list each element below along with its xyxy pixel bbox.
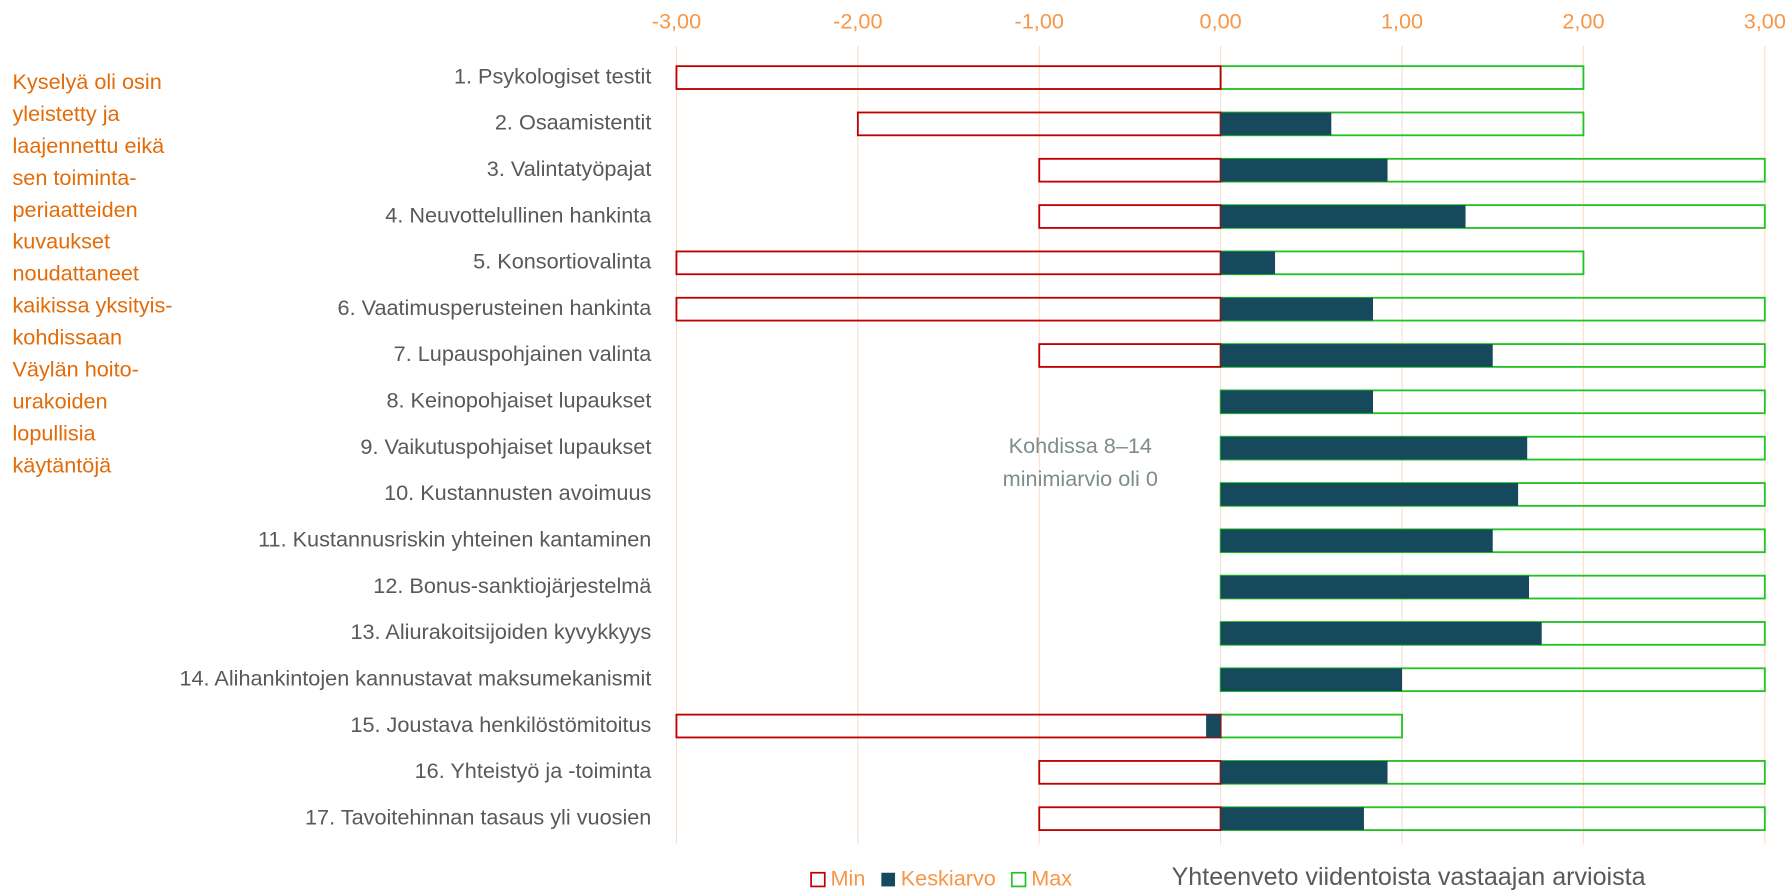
y-tick-label: 5. Konsortiovalinta	[473, 249, 652, 274]
y-tick-label: 13. Aliurakoitsijoiden kyvykkyys	[350, 619, 651, 644]
x-tick-label: 3,00	[1744, 9, 1786, 34]
side-note: noudattaneet	[12, 261, 138, 286]
legend-label: Min	[830, 865, 865, 890]
bar	[1220, 621, 1542, 645]
bar	[675, 713, 1222, 739]
side-note: laajennettu eikä	[12, 133, 165, 158]
x-tick-label: -2,00	[833, 9, 882, 34]
y-tick-label: 17. Tavoitehinnan tasaus yli vuosien	[305, 804, 651, 829]
bar	[1038, 806, 1222, 831]
y-tick-label: 11. Kustannusriskin yhteinen kantaminen	[258, 526, 651, 551]
side-note: yleistetty ja	[12, 101, 120, 126]
side-note: kaikissa yksityis-	[12, 293, 172, 318]
legend-label: Keskiarvo	[901, 865, 996, 890]
y-tick-label: 1. Psykologiset testit	[454, 63, 651, 88]
y-tick-label: 6. Vaatimusperusteinen hankinta	[338, 295, 653, 320]
x-tick-label: -3,00	[652, 9, 701, 34]
bar	[1219, 713, 1403, 739]
y-tick-label: 12. Bonus-sanktiojärjestelmä	[373, 573, 652, 598]
y-tick-label: 15. Joustava henkilöstömitoitus	[350, 712, 651, 737]
center-note: minimiarvio oli 0	[1003, 466, 1158, 491]
bar	[1220, 390, 1374, 414]
side-note: periaatteiden	[12, 197, 137, 222]
bar	[1220, 112, 1332, 136]
bar	[1220, 344, 1493, 367]
y-tick-label: 8. Keinopohjaiset lupaukset	[386, 388, 651, 413]
side-note: käytäntöjä	[12, 452, 112, 477]
legend-swatch	[881, 872, 896, 887]
bar	[1038, 343, 1222, 368]
legend-label: Max	[1031, 865, 1072, 890]
center-note: Kohdissa 8–14	[1009, 433, 1152, 458]
y-tick-label: 7. Lupauspohjainen valinta	[394, 341, 653, 366]
y-tick-label: 14. Alihankintojen kannustavat maksumeka…	[179, 665, 651, 690]
y-tick-label: 3. Valintatyöpajat	[487, 156, 652, 181]
bar	[1220, 668, 1403, 692]
bar	[675, 296, 1222, 322]
side-note: kuvaukset	[12, 229, 110, 254]
bar	[1038, 204, 1222, 229]
bar	[1206, 714, 1221, 738]
footer: Yhteenveto viidentoista vastaajan arvioi…	[1172, 863, 1646, 891]
bar	[1220, 297, 1374, 321]
bar	[675, 65, 1222, 90]
y-tick-label: 4. Neuvottelullinen hankinta	[385, 202, 652, 227]
bar	[675, 250, 1222, 276]
bar	[1038, 760, 1222, 785]
bar	[1220, 760, 1388, 784]
bar	[1220, 575, 1530, 599]
side-note: urakoiden	[12, 388, 107, 413]
bar	[1038, 157, 1222, 183]
x-tick-label: 0,00	[1200, 9, 1242, 34]
bar	[1220, 807, 1364, 831]
bar	[1220, 158, 1388, 182]
y-tick-label: 2. Osaamistentit	[495, 110, 651, 135]
legend-swatch	[810, 871, 826, 888]
side-note: Väylän hoito-	[12, 356, 138, 381]
bar	[1220, 251, 1276, 275]
x-tick-label: 1,00	[1381, 9, 1423, 34]
y-tick-label: 9. Vaikutuspohjaiset lupaukset	[360, 434, 651, 459]
side-note: Kyselyä oli osin	[12, 69, 161, 94]
y-tick-label: 16. Yhteistyö ja -toiminta	[415, 758, 653, 783]
legend-swatch	[1010, 871, 1027, 888]
bar	[1220, 436, 1528, 460]
side-note: lopullisia	[12, 420, 96, 445]
bar	[1220, 529, 1493, 553]
bar	[1220, 205, 1466, 228]
y-tick-label: 10. Kustannusten avoimuus	[384, 480, 651, 505]
side-note: sen toiminta-	[12, 165, 136, 190]
side-note: kohdissaan	[12, 325, 122, 350]
x-tick-label: 2,00	[1562, 9, 1604, 34]
bar	[1220, 483, 1519, 506]
x-tick-label: -1,00	[1015, 9, 1064, 34]
